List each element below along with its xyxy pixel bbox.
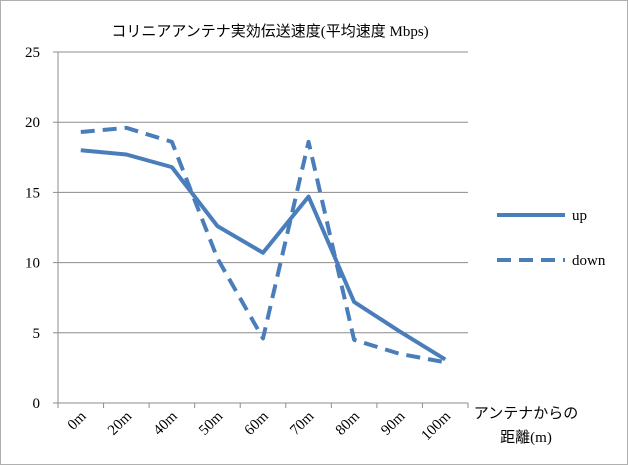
line-series: [80, 125, 446, 365]
line-series: [80, 148, 447, 362]
y-tick-label: 20: [25, 115, 40, 131]
y-tick-label: 0: [33, 396, 41, 412]
x-axis-label: アンテナからの距離(m): [473, 406, 579, 446]
legend-label: down: [572, 253, 606, 269]
chart-title: コリニアアンテナ実効伝送速度(平均速度 Mbps): [111, 23, 428, 40]
y-tick-label: 5: [33, 326, 41, 342]
legend-label: up: [572, 208, 587, 224]
y-tick-label: 10: [25, 256, 40, 272]
y-tick-label: 15: [25, 185, 40, 201]
y-tick-label: 25: [25, 45, 40, 61]
